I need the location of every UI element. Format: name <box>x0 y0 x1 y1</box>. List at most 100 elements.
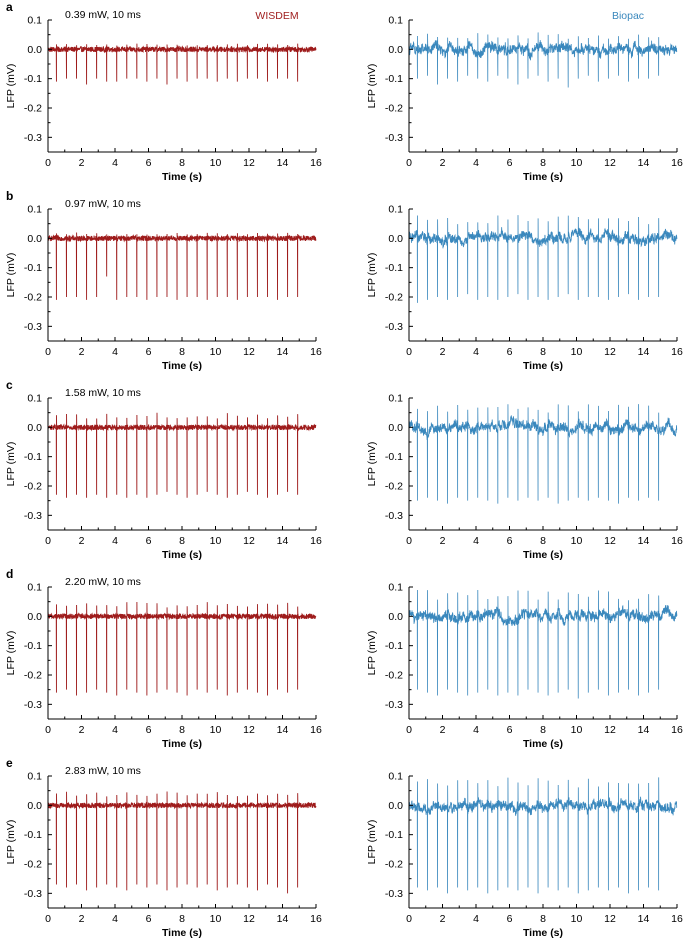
x-tick-label: 0 <box>45 913 51 925</box>
y-tick-label: 0.1 <box>27 393 42 405</box>
y-tick-label: -0.1 <box>385 451 403 463</box>
x-axis-label: Time (s) <box>523 738 563 750</box>
y-tick-label: -0.3 <box>385 699 403 711</box>
x-tick-label: 16 <box>310 346 322 358</box>
lfp-trace <box>47 602 317 696</box>
x-tick-label: 6 <box>507 157 513 169</box>
x-tick-label: 0 <box>406 724 412 736</box>
x-tick-label: 16 <box>310 913 322 925</box>
y-tick-label: 0.1 <box>388 204 403 216</box>
x-tick-label: 16 <box>310 535 322 547</box>
x-axis-label: Time (s) <box>162 171 202 183</box>
x-tick-label: 8 <box>179 535 185 547</box>
x-tick-label: 4 <box>473 913 479 925</box>
panel-letter: e <box>6 756 13 770</box>
condition-label: 0.39 mW, 10 ms <box>65 9 141 21</box>
x-tick-label: 0 <box>45 157 51 169</box>
x-tick-label: 4 <box>473 346 479 358</box>
x-tick-label: 0 <box>45 535 51 547</box>
x-tick-label: 14 <box>277 346 289 358</box>
x-tick-label: 14 <box>638 535 650 547</box>
chart-panel-e-biopac: 0.1 0.0 -0.1 -0.2 -0.3 0 2 4 6 8 10 12 14 16 Time (s) L… <box>366 771 683 940</box>
condition-label: 0.97 mW, 10 ms <box>65 198 141 210</box>
x-tick-label: 4 <box>473 535 479 547</box>
x-tick-label: 6 <box>507 535 513 547</box>
y-tick-label: 0.0 <box>27 233 42 245</box>
x-tick-label: 10 <box>571 535 583 547</box>
x-tick-label: 2 <box>440 157 446 169</box>
y-tick-label: -0.1 <box>24 73 42 85</box>
y-axis-label: LFP (mV) <box>366 64 378 109</box>
x-tick-label: 6 <box>507 913 513 925</box>
y-tick-label: -0.1 <box>385 73 403 85</box>
y-tick-label: -0.3 <box>385 321 403 333</box>
x-tick-label: 6 <box>146 913 152 925</box>
y-tick-label: 0.1 <box>27 204 42 216</box>
x-tick-label: 2 <box>79 157 85 169</box>
y-tick-label: -0.3 <box>24 699 42 711</box>
x-tick-label: 10 <box>210 724 222 736</box>
x-tick-label: 14 <box>638 346 650 358</box>
y-tick-label: -0.1 <box>24 640 42 652</box>
y-axis-label: LFP (mV) <box>5 631 17 676</box>
y-tick-label: -0.2 <box>24 292 42 304</box>
x-axis-label: Time (s) <box>523 171 563 183</box>
x-tick-label: 12 <box>243 724 255 736</box>
x-tick-label: 2 <box>440 346 446 358</box>
x-tick-label: 16 <box>671 535 683 547</box>
lfp-trace <box>408 32 678 88</box>
lfp-trace <box>47 791 317 894</box>
x-tick-label: 8 <box>540 913 546 925</box>
y-tick-label: -0.1 <box>24 262 42 274</box>
chart-panel-a-wisdem: 0.1 0.0 -0.1 -0.2 -0.3 0 2 4 6 8 10 12 14 16 Time (s) L… <box>5 0 322 183</box>
x-tick-label: 14 <box>277 157 289 169</box>
lfp-trace <box>408 215 678 303</box>
x-tick-label: 0 <box>406 346 412 358</box>
x-axis-label: Time (s) <box>162 360 202 372</box>
y-tick-label: 0.0 <box>388 611 403 623</box>
x-tick-label: 2 <box>79 724 85 736</box>
x-tick-label: 8 <box>540 724 546 736</box>
x-tick-label: 2 <box>79 913 85 925</box>
x-tick-label: 8 <box>540 157 546 169</box>
x-tick-label: 12 <box>604 346 616 358</box>
x-tick-label: 4 <box>112 535 118 547</box>
panel-letter: a <box>6 0 13 14</box>
x-tick-label: 16 <box>671 724 683 736</box>
y-axis-label: LFP (mV) <box>5 253 17 298</box>
x-tick-label: 6 <box>146 157 152 169</box>
y-tick-label: 0.0 <box>388 233 403 245</box>
x-tick-label: 4 <box>112 157 118 169</box>
lfp-trace <box>408 777 678 894</box>
condition-label: 2.83 mW, 10 ms <box>65 765 141 777</box>
y-tick-label: 0.0 <box>388 44 403 56</box>
y-axis-label: LFP (mV) <box>366 631 378 676</box>
chart-panel-d-biopac: 0.1 0.0 -0.1 -0.2 -0.3 0 2 4 6 8 10 12 14 16 Time (s) L… <box>366 582 683 751</box>
x-tick-label: 16 <box>671 346 683 358</box>
legend-biopac: Biopac <box>612 10 644 22</box>
x-tick-label: 16 <box>671 913 683 925</box>
x-tick-label: 0 <box>45 346 51 358</box>
x-axis-label: Time (s) <box>162 549 202 561</box>
x-tick-label: 0 <box>406 157 412 169</box>
x-tick-label: 12 <box>243 346 255 358</box>
y-tick-label: 0.0 <box>388 422 403 434</box>
lfp-trace <box>408 589 678 699</box>
x-tick-label: 14 <box>638 913 650 925</box>
x-tick-label: 10 <box>571 346 583 358</box>
x-tick-label: 12 <box>604 913 616 925</box>
x-tick-label: 2 <box>440 913 446 925</box>
lfp-trace <box>408 404 678 504</box>
panel-letter: c <box>6 378 13 392</box>
x-tick-label: 14 <box>277 913 289 925</box>
y-tick-label: 0.1 <box>388 15 403 27</box>
y-tick-label: -0.2 <box>385 103 403 115</box>
x-axis-label: Time (s) <box>523 360 563 372</box>
x-tick-label: 10 <box>210 535 222 547</box>
x-tick-label: 12 <box>243 157 255 169</box>
x-tick-label: 4 <box>112 346 118 358</box>
y-tick-label: -0.3 <box>24 510 42 522</box>
y-tick-label: 0.1 <box>388 582 403 594</box>
y-tick-label: -0.2 <box>385 481 403 493</box>
x-tick-label: 8 <box>540 535 546 547</box>
